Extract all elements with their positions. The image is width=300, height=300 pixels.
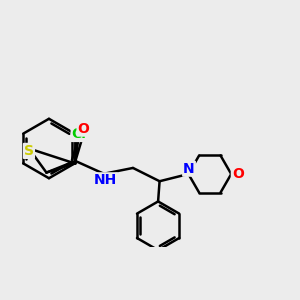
Text: O: O <box>78 122 89 136</box>
Text: Cl: Cl <box>72 127 86 141</box>
Text: NH: NH <box>94 173 117 187</box>
Text: N: N <box>183 162 195 176</box>
Text: O: O <box>232 167 244 181</box>
Text: S: S <box>24 144 34 158</box>
